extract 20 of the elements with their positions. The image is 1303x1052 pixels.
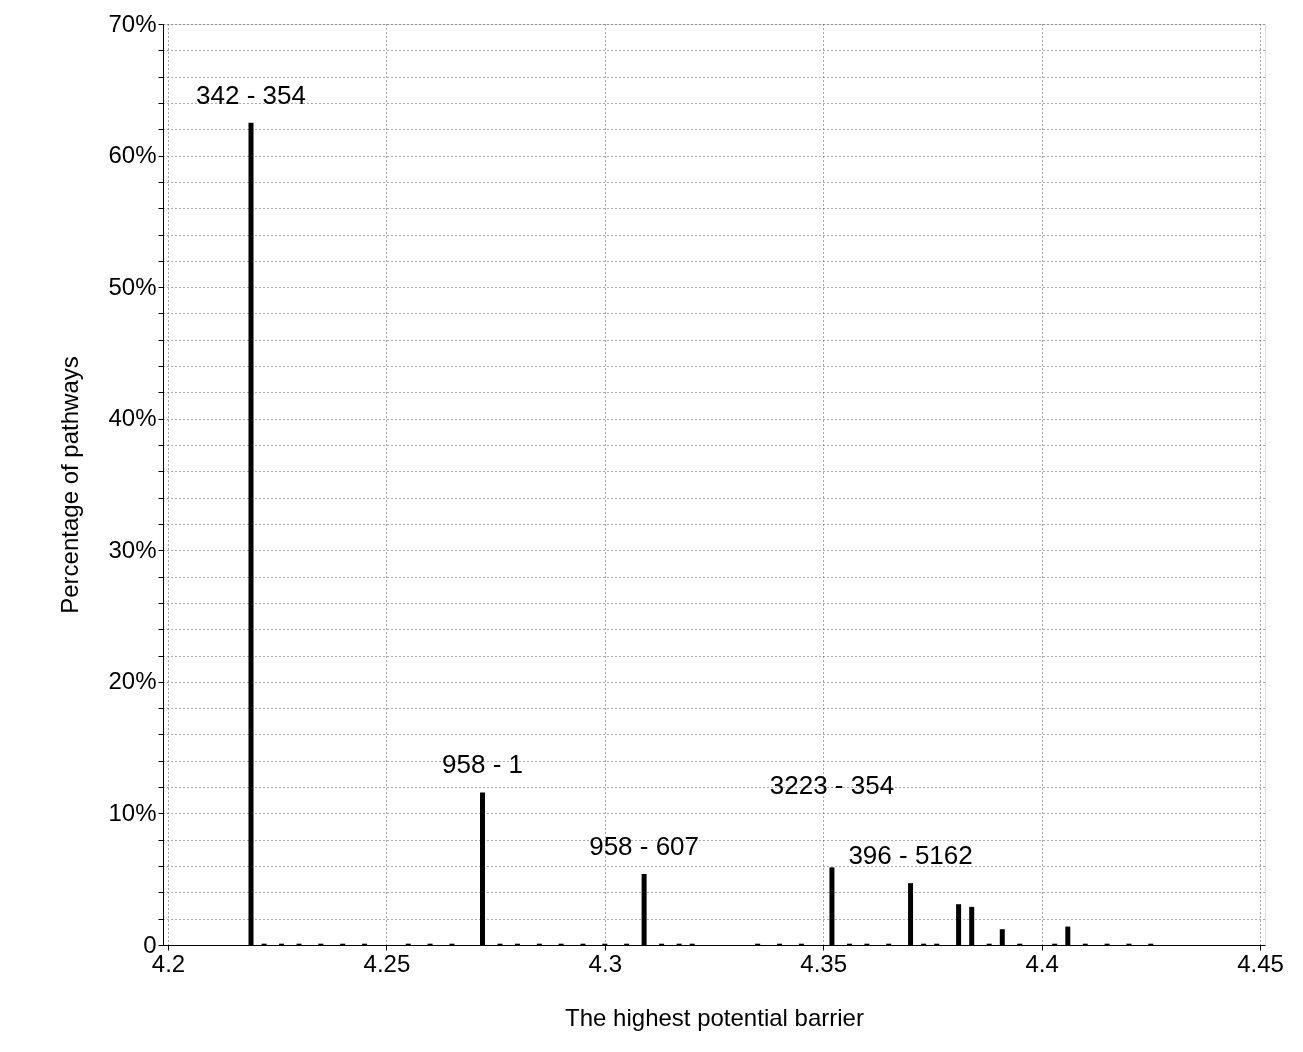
annotation: 396 - 5162 bbox=[848, 840, 973, 871]
y-tick-label: 20% bbox=[108, 667, 157, 695]
y-tick-label: 0 bbox=[143, 930, 157, 958]
y-tick-label: 30% bbox=[108, 535, 157, 563]
y-tick-label: 10% bbox=[108, 798, 157, 826]
annotation: 958 - 607 bbox=[589, 830, 700, 861]
y-axis-title: Percentage of pathways bbox=[56, 356, 84, 614]
x-tick-label: 4.4 bbox=[1025, 949, 1059, 977]
y-tick-label: 50% bbox=[108, 272, 157, 300]
x-tick-label: 4.3 bbox=[588, 949, 622, 977]
y-tick-label: 40% bbox=[108, 404, 157, 432]
y-tick-label: 70% bbox=[108, 9, 157, 37]
x-tick-label: 4.45 bbox=[1237, 949, 1284, 977]
annotation: 958 - 1 bbox=[442, 749, 523, 780]
annotation: 3223 - 354 bbox=[769, 770, 895, 801]
x-tick-label: 4.35 bbox=[800, 949, 848, 977]
y-tick-label: 60% bbox=[108, 141, 157, 169]
x-tick-label: 4.25 bbox=[363, 949, 411, 977]
annotation: 342 - 354 bbox=[196, 79, 306, 110]
x-axis-title: The highest potential barrier bbox=[565, 1003, 864, 1031]
